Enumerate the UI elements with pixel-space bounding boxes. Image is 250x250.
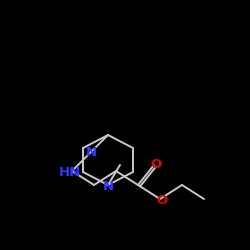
Text: O: O [150, 158, 162, 170]
Text: N: N [102, 180, 114, 192]
Text: O: O [156, 194, 168, 207]
Text: HN: HN [59, 166, 81, 178]
Text: N: N [86, 146, 96, 158]
